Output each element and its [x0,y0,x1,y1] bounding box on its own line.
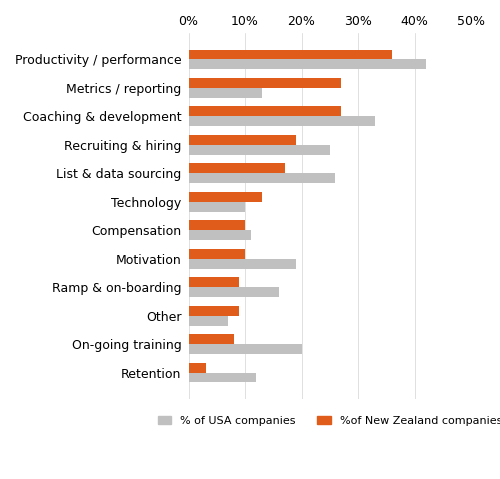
Bar [188,59,426,69]
Bar [188,363,206,373]
Legend: % of USA companies, %of New Zealand companies: % of USA companies, %of New Zealand comp… [153,411,500,430]
Bar [188,287,279,297]
Bar [188,78,341,88]
Bar [188,135,296,145]
Bar [188,116,375,126]
Bar [188,277,240,287]
Bar [188,192,262,202]
Bar [188,173,336,183]
Bar [188,88,262,98]
Bar [188,220,245,230]
Bar [188,306,240,316]
Bar [188,249,245,259]
Bar [188,259,296,269]
Bar [188,316,228,326]
Bar [188,334,234,344]
Bar [188,145,330,155]
Bar [188,106,341,116]
Bar [188,344,302,354]
Bar [188,163,284,173]
Bar [188,373,256,383]
Bar [188,230,250,240]
Bar [188,49,392,59]
Bar [188,202,245,212]
